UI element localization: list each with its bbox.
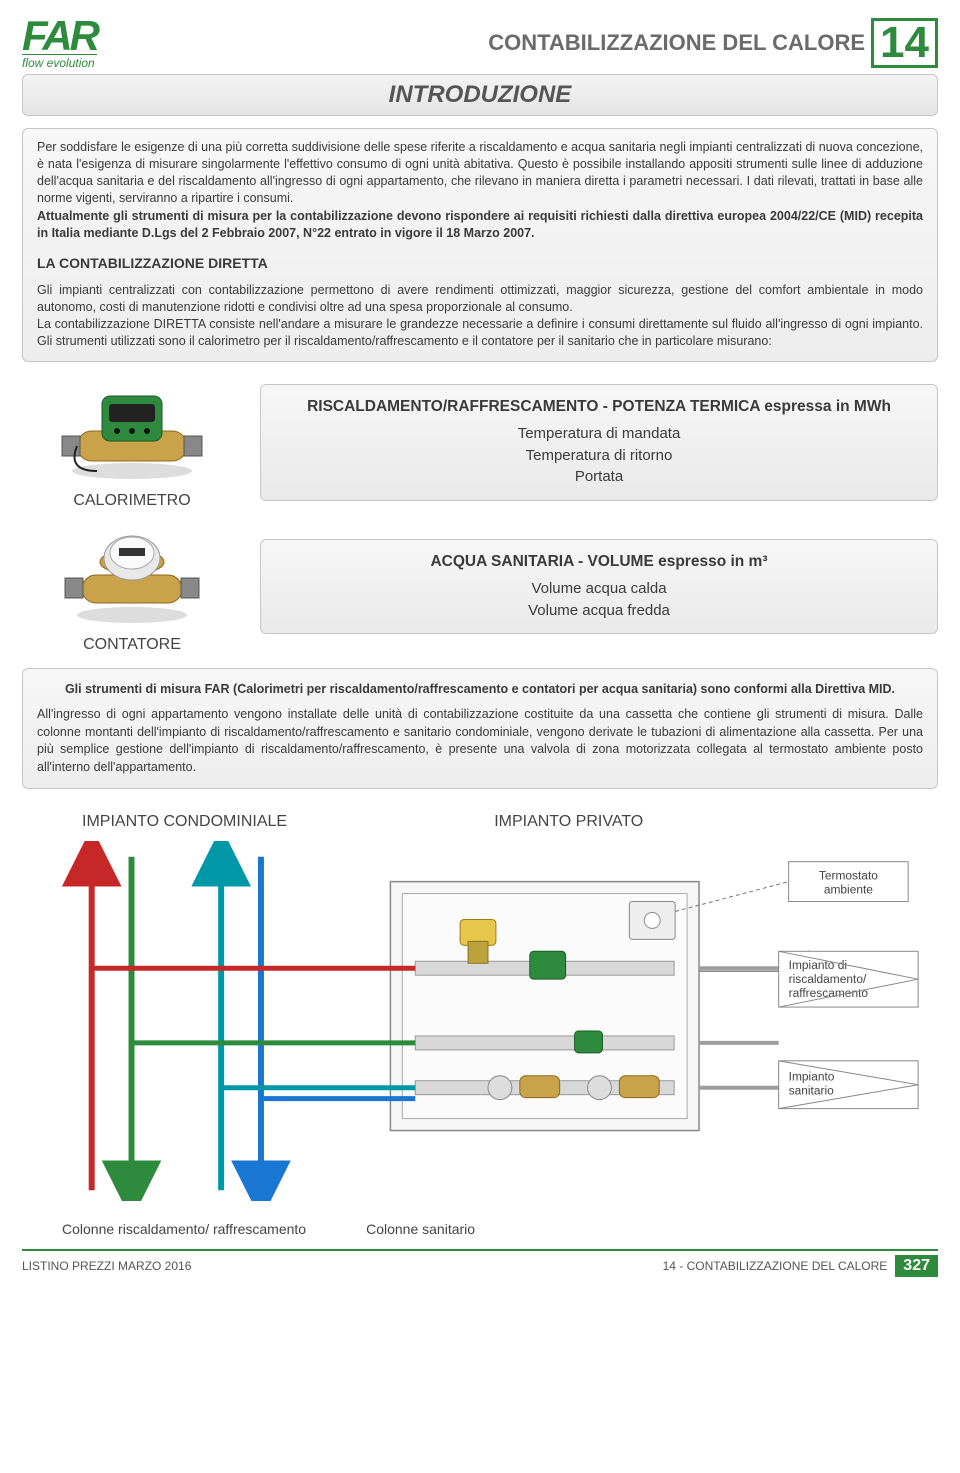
- svg-text:sanitario: sanitario: [789, 1084, 834, 1098]
- page-header: FAR flow evolution CONTABILIZZAZIONE DEL…: [22, 18, 938, 70]
- contatore-box: CONTATORE: [22, 520, 242, 654]
- schema-captions: Colonne riscaldamento/ raffrescamento Co…: [22, 1221, 938, 1239]
- condo-title: IMPIANTO CONDOMINIALE: [22, 813, 434, 831]
- mid-p: All'ingresso di ogni appartamento vengon…: [37, 706, 923, 776]
- mid-note-block: Gli strumenti di misura FAR (Calorimetri…: [22, 668, 938, 790]
- schema-diagram: Termostato ambiente Impianto di riscalda…: [22, 841, 938, 1201]
- schema-titles: IMPIANTO CONDOMINIALE IMPIANTO PRIVATO: [22, 813, 938, 831]
- cap-riscaldamento: Colonne riscaldamento/ raffrescamento: [62, 1221, 306, 1239]
- contatore-line1: Volume acqua calda: [277, 578, 921, 600]
- calorimetro-info: RISCALDAMENTO/RAFFRESCAMENTO - POTENZA T…: [260, 384, 938, 501]
- priv-title: IMPIANTO PRIVATO: [434, 813, 938, 831]
- footer-section: 14 - CONTABILIZZAZIONE DEL CALORE: [663, 1259, 888, 1273]
- intro-text-block: Per soddisfare le esigenze di una più co…: [22, 128, 938, 362]
- calorimetro-line2: Temperatura di ritorno: [277, 445, 921, 467]
- contatore-line2: Volume acqua fredda: [277, 600, 921, 622]
- svg-text:raffrescamento: raffrescamento: [789, 986, 869, 1000]
- svg-text:Impianto: Impianto: [789, 1070, 835, 1084]
- mid-bold: Gli strumenti di misura FAR (Calorimetri…: [37, 681, 923, 699]
- calorimetro-image: [47, 376, 217, 486]
- logo-text: FAR: [22, 18, 97, 54]
- page-footer: LISTINO PREZZI MARZO 2016 14 - CONTABILI…: [22, 1249, 938, 1277]
- contatore-info: ACQUA SANITARIA - VOLUME espresso in m³ …: [260, 539, 938, 635]
- contatore-info-title: ACQUA SANITARIA - VOLUME espresso in m³: [277, 552, 921, 572]
- contatore-label: CONTATORE: [22, 636, 242, 654]
- calorimetro-label: CALORIMETRO: [22, 492, 242, 510]
- intro-p1: Per soddisfare le esigenze di una più co…: [37, 139, 923, 208]
- subhead: LA CONTABILIZZAZIONE DIRETTA: [37, 254, 923, 273]
- calorimetro-line3: Portata: [277, 466, 921, 488]
- cap-sanitario: Colonne sanitario: [366, 1221, 475, 1239]
- svg-text:Impianto di: Impianto di: [789, 958, 847, 972]
- svg-text:Termostato: Termostato: [819, 869, 878, 883]
- footer-left: LISTINO PREZZI MARZO 2016: [22, 1259, 191, 1273]
- logo-tagline: flow evolution: [22, 54, 97, 70]
- device-row-calorimetro: CALORIMETRO RISCALDAMENTO/RAFFRESCAMENTO…: [22, 376, 938, 510]
- device-row-contatore: CONTATORE ACQUA SANITARIA - VOLUME espre…: [22, 520, 938, 654]
- page-number: 327: [895, 1255, 938, 1277]
- calorimetro-info-title: RISCALDAMENTO/RAFFRESCAMENTO - POTENZA T…: [277, 397, 921, 417]
- section-title: CONTABILIZZAZIONE DEL CALORE: [488, 30, 865, 56]
- logo: FAR flow evolution: [22, 18, 97, 70]
- chapter-number: 14: [871, 18, 938, 68]
- calorimetro-box: CALORIMETRO: [22, 376, 242, 510]
- svg-text:riscaldamento/: riscaldamento/: [789, 972, 867, 986]
- svg-text:ambiente: ambiente: [824, 883, 873, 897]
- intro-p3: Gli impianti centralizzati con contabili…: [37, 282, 923, 317]
- footer-right: 14 - CONTABILIZZAZIONE DEL CALORE 327: [663, 1255, 938, 1277]
- intro-p2: Attualmente gli strumenti di misura per …: [37, 208, 923, 243]
- calorimetro-line1: Temperatura di mandata: [277, 423, 921, 445]
- contatore-image: [47, 520, 217, 630]
- intro-p4: La contabilizzazione DIRETTA consiste ne…: [37, 316, 923, 351]
- intro-title-bar: INTRODUZIONE: [22, 74, 938, 116]
- section-title-box: CONTABILIZZAZIONE DEL CALORE 14: [488, 18, 938, 68]
